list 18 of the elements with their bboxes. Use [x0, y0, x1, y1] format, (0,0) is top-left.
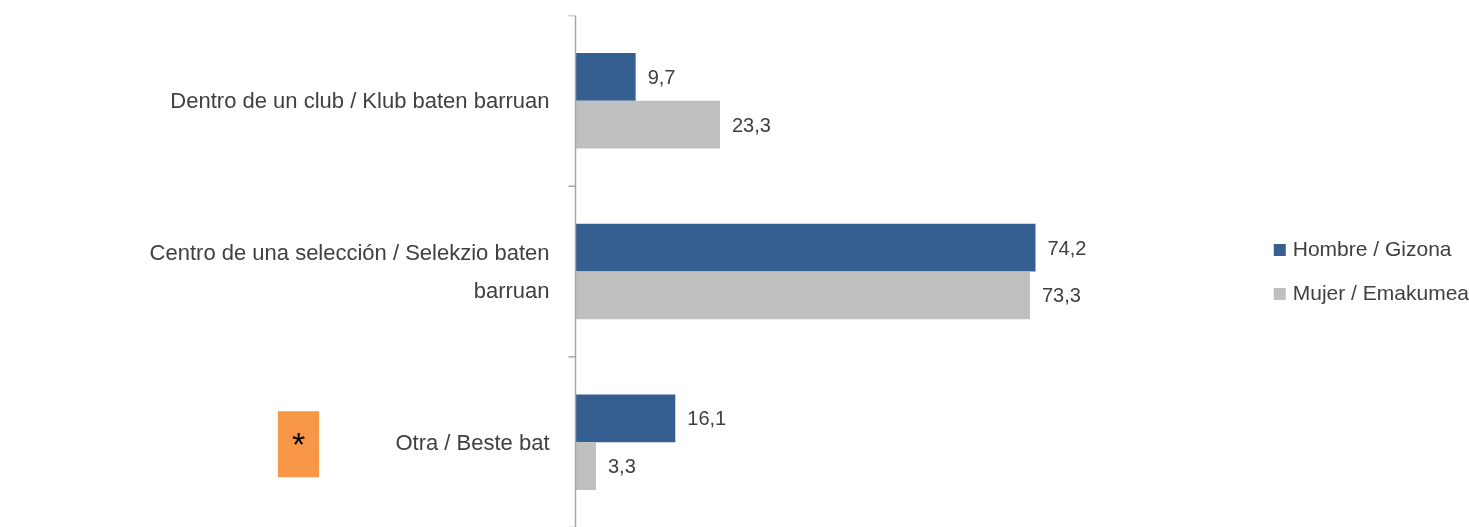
y-tick-label: Otra / Beste bat: [395, 429, 550, 455]
data-label: 74,2: [1047, 236, 1087, 259]
bar: [575, 271, 1030, 320]
y-tick-label: Centro de una selección / Selekzio baten barruan: [149, 240, 550, 303]
legend-label: Hombre / Gizona: [1292, 237, 1452, 261]
legend-label: Mujer / Emakumea: [1292, 281, 1469, 305]
data-label: 3,3: [607, 455, 636, 478]
y-tick-label: Dentro de un club / Klub baten barruan: [170, 88, 550, 114]
bar: [575, 223, 1036, 272]
bar: [575, 442, 596, 490]
text: *: [291, 425, 306, 464]
data-label: 9,7: [647, 65, 676, 88]
data-label: 16,1: [687, 407, 727, 430]
bar: [575, 394, 676, 443]
bar: [575, 100, 720, 149]
data-label: 23,3: [731, 113, 771, 136]
bar: [575, 53, 636, 101]
data-label: 73,3: [1041, 284, 1081, 307]
